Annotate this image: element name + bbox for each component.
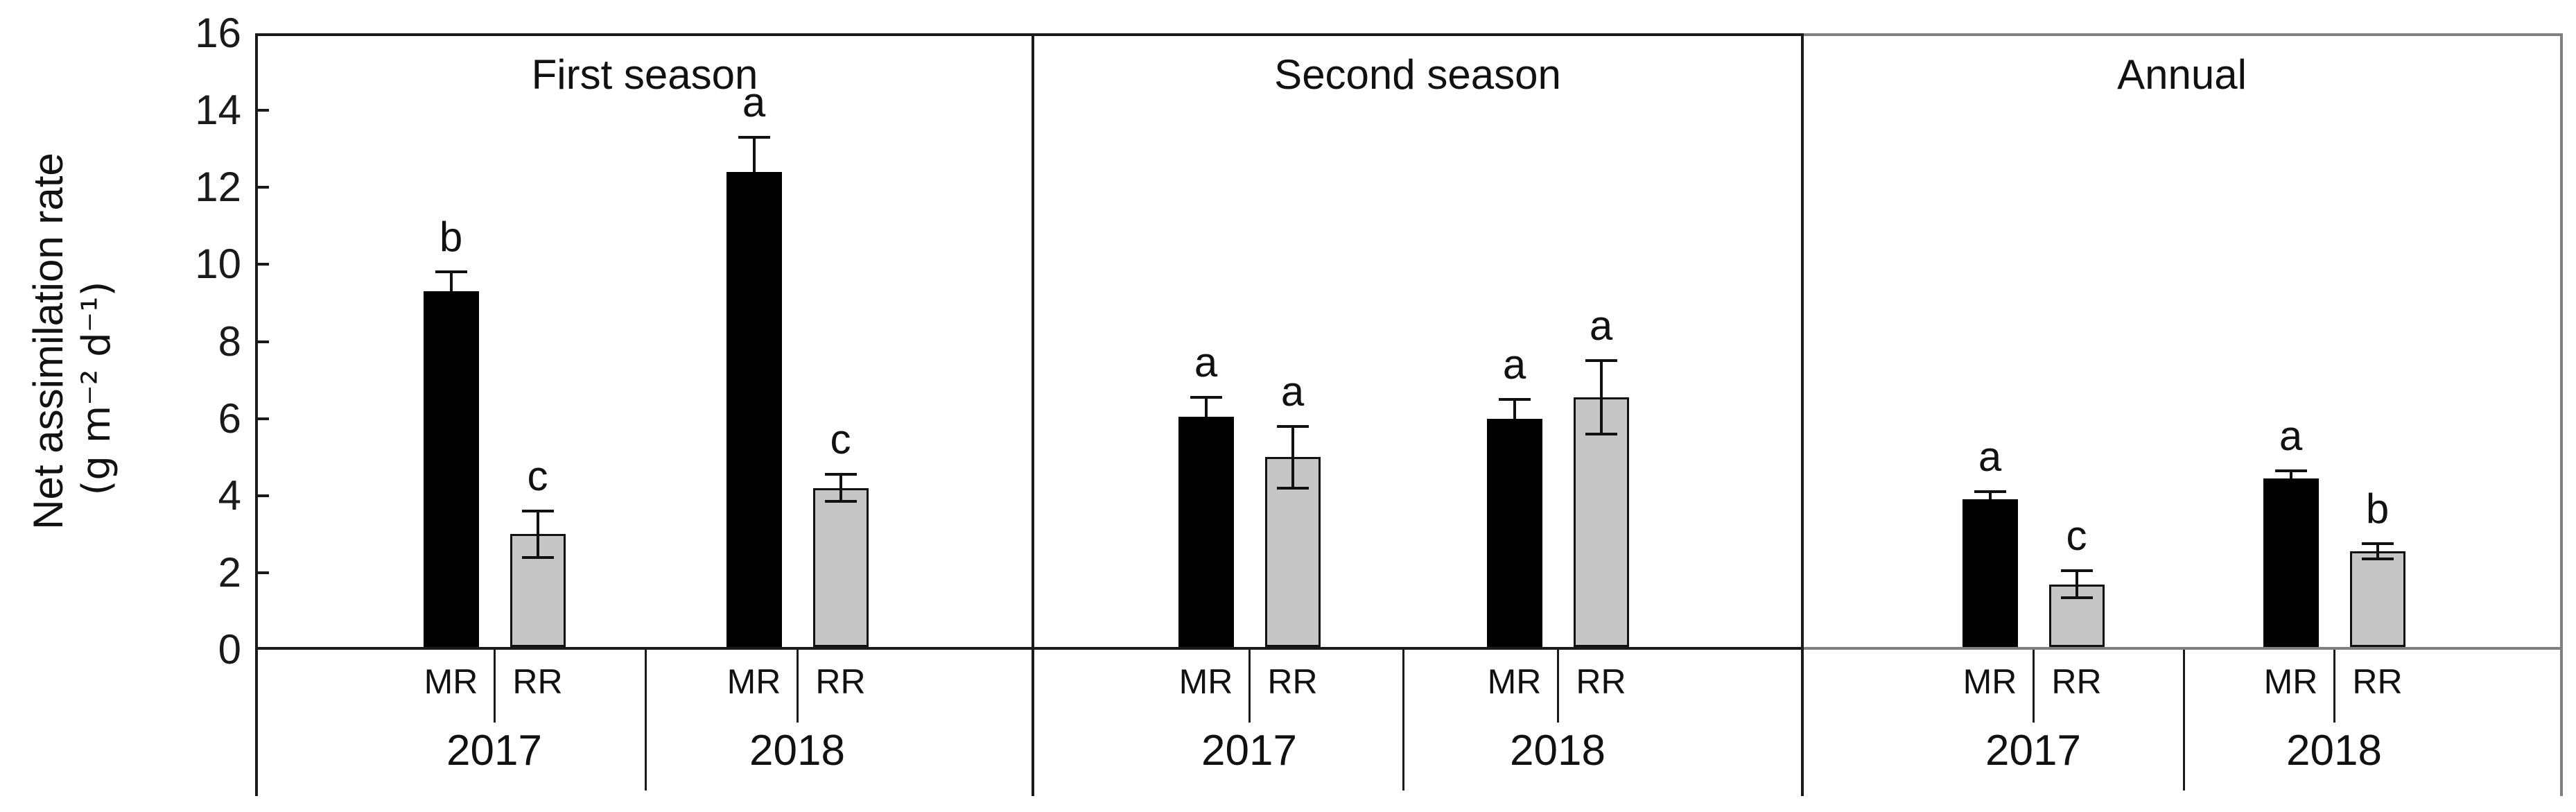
- x-label-treatment: RR: [1267, 662, 1318, 701]
- x-label-treatment: RR: [2051, 662, 2102, 701]
- bar-annual-2017-MR: [1962, 499, 2018, 647]
- y-axis-label-line1: Net assimilation rate: [25, 153, 71, 530]
- error-bar-line: [752, 137, 756, 173]
- y-tick-label: 4: [218, 472, 241, 519]
- error-bar-line: [2376, 544, 2379, 560]
- y-tick-label: 14: [195, 87, 241, 134]
- y-tick-label: 12: [195, 164, 241, 211]
- year-group-divider: [645, 650, 647, 791]
- error-bar-line: [1988, 492, 1992, 500]
- error-bar-line: [1291, 426, 1294, 488]
- x-label-treatment: RR: [512, 662, 563, 701]
- x-label-treatment: MR: [2263, 662, 2318, 701]
- y-tick-label: 0: [218, 626, 241, 673]
- panel-frame-top: [256, 33, 1033, 36]
- panel-baseline: [1802, 647, 2561, 650]
- error-bar-line: [1204, 397, 1208, 417]
- panel-divider: [1801, 33, 1804, 796]
- x-label-year: 2018: [1510, 727, 1605, 775]
- error-bar-cap-bottom: [824, 500, 857, 503]
- y-tick-label: 8: [218, 318, 241, 365]
- x-label-treatment: MR: [1487, 662, 1542, 701]
- x-label-year: 2017: [446, 727, 542, 775]
- sig-letter: a: [742, 79, 766, 126]
- error-bar-line: [1513, 399, 1516, 419]
- x-label-year: 2017: [1201, 727, 1297, 775]
- y-tick-label: 6: [218, 395, 241, 442]
- sig-letter: a: [2279, 412, 2303, 459]
- sig-letter: a: [1978, 433, 2002, 481]
- sig-letter: b: [439, 214, 463, 261]
- x-label-treatment: RR: [2352, 662, 2403, 701]
- error-bar-line: [536, 510, 539, 558]
- sig-letter: a: [1194, 339, 1218, 386]
- panel-title: Annual: [2117, 51, 2247, 98]
- error-bar-line: [2075, 571, 2078, 598]
- y-tick-label: 2: [218, 548, 241, 596]
- y-axis-line: [255, 33, 258, 796]
- x-label-treatment: RR: [815, 662, 866, 701]
- error-bar-cap-bottom: [2060, 596, 2093, 599]
- panel-divider: [1032, 33, 1034, 796]
- sig-letter: a: [1589, 302, 1613, 349]
- bar-second-season-2018-MR: [1486, 418, 1542, 647]
- error-bar-line: [1599, 361, 1603, 434]
- x-label-year: 2017: [1985, 727, 2081, 775]
- bar-second-season-2017-MR: [1178, 416, 1234, 647]
- y-axis-tick: [256, 186, 269, 189]
- error-bar-line: [449, 272, 453, 292]
- panel-title: First season: [531, 51, 758, 98]
- treatment-divider: [493, 650, 496, 723]
- y-tick-label: 16: [195, 10, 241, 56]
- bar-annual-2018-MR: [2263, 478, 2319, 647]
- sig-letter: a: [1502, 340, 1526, 388]
- bar-second-season-2018-RR: [1573, 397, 1629, 647]
- x-label-treatment: MR: [1178, 662, 1233, 701]
- error-bar-cap-bottom: [1585, 432, 1617, 435]
- x-label-year: 2018: [749, 727, 845, 775]
- x-label-treatment: MR: [1963, 662, 2017, 701]
- x-label-treatment: MR: [424, 662, 478, 701]
- bar-annual-2018-RR: [2349, 551, 2405, 647]
- sig-letter: a: [1280, 368, 1305, 415]
- x-label-treatment: RR: [1576, 662, 1626, 701]
- error-bar-cap-bottom: [1276, 486, 1309, 490]
- sig-letter: c: [527, 452, 548, 499]
- year-group-divider: [2182, 650, 2185, 791]
- bar-first-season-2018-MR: [726, 172, 782, 647]
- plot-right-border: [2560, 33, 2563, 796]
- y-axis-tick: [256, 263, 269, 266]
- treatment-divider: [1556, 650, 1559, 723]
- treatment-divider: [2333, 650, 2335, 723]
- treatment-divider: [796, 650, 799, 723]
- bar-first-season-2018-RR: [812, 487, 869, 647]
- y-tick-label: 10: [195, 241, 241, 288]
- panel-baseline: [256, 647, 1033, 650]
- error-bar-cap-bottom: [521, 555, 554, 559]
- year-group-divider: [1402, 650, 1404, 791]
- error-bar-cap-bottom: [2361, 558, 2394, 561]
- x-label-year: 2018: [2286, 727, 2382, 775]
- panel-frame-top: [1033, 33, 1802, 36]
- bar-first-season-2017-MR: [423, 291, 479, 647]
- y-axis-tick: [256, 109, 269, 112]
- treatment-divider: [1248, 650, 1251, 723]
- panel-title: Second season: [1274, 51, 1561, 98]
- error-bar-line: [2289, 470, 2292, 478]
- error-bar-line: [839, 474, 842, 502]
- y-axis-tick: [256, 417, 269, 420]
- y-axis-tick: [256, 340, 269, 343]
- panel-frame-top: [1802, 33, 2561, 36]
- sig-letter: c: [830, 416, 851, 463]
- x-label-treatment: MR: [726, 662, 781, 701]
- y-axis-label-units: (g m⁻² d⁻¹): [74, 281, 119, 496]
- sig-letter: c: [2066, 512, 2087, 560]
- treatment-divider: [2032, 650, 2035, 723]
- sig-letter: b: [2365, 485, 2390, 533]
- y-axis-tick: [256, 494, 269, 497]
- panel-baseline: [1033, 647, 1802, 650]
- y-axis-tick: [256, 571, 269, 574]
